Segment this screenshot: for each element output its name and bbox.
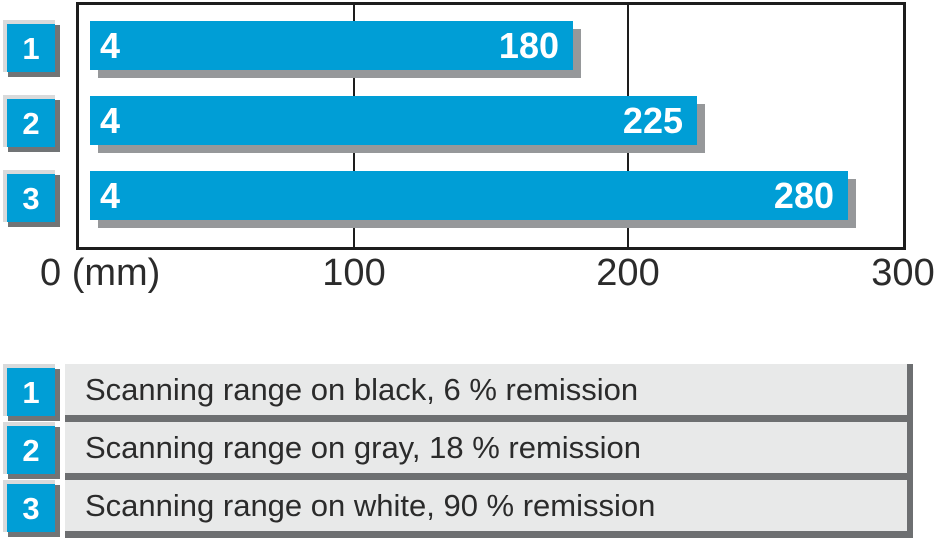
row-marker-3: 3 xyxy=(3,170,55,222)
row-marker-3-number: 3 xyxy=(22,180,40,216)
legend-marker-1-number: 1 xyxy=(22,374,40,410)
plot-area: 4 180 4 225 4 280 xyxy=(76,2,906,250)
bar-scanning-range-black: 4 180 xyxy=(90,21,573,70)
bar-start-label: 4 xyxy=(100,174,121,216)
x-axis-tick-200: 200 xyxy=(596,252,660,294)
bar-start-label: 4 xyxy=(100,24,121,66)
row-marker-2: 2 xyxy=(3,95,55,147)
x-axis-tick-100: 100 xyxy=(322,252,386,294)
legend: 1 Scanning range on black, 6 % remission… xyxy=(3,364,913,538)
legend-label-bar-3: Scanning range on white, 90 % remission xyxy=(65,480,913,538)
legend-label-bar-1: Scanning range on black, 6 % remission xyxy=(65,364,913,422)
bar-value-label: 225 xyxy=(622,99,683,141)
legend-row-3: 3 Scanning range on white, 90 % remissio… xyxy=(3,480,913,538)
legend-label-2: Scanning range on gray, 18 % remission xyxy=(85,429,642,465)
bar-scanning-range-white: 4 280 xyxy=(90,171,848,220)
legend-marker-3: 3 xyxy=(3,480,55,532)
legend-marker-1: 1 xyxy=(3,364,55,416)
row-marker-1: 1 xyxy=(3,20,55,72)
row-marker-1-number: 1 xyxy=(22,30,40,66)
legend-label-3: Scanning range on white, 90 % remission xyxy=(85,487,656,523)
legend-marker-3-number: 3 xyxy=(22,490,40,526)
legend-marker-2: 2 xyxy=(3,422,55,474)
row-marker-2-number: 2 xyxy=(22,105,40,141)
legend-label-bar-2: Scanning range on gray, 18 % remission xyxy=(65,422,913,480)
bar-value-label: 280 xyxy=(773,174,834,216)
bar-scanning-range-gray: 4 225 xyxy=(90,96,697,145)
legend-marker-2-number: 2 xyxy=(22,432,40,468)
bar-start-label: 4 xyxy=(100,99,121,141)
x-axis-origin-label: 0 (mm) xyxy=(40,252,161,294)
legend-row-2: 2 Scanning range on gray, 18 % remission xyxy=(3,422,913,480)
x-axis-tick-300: 300 xyxy=(871,252,935,294)
legend-label-1: Scanning range on black, 6 % remission xyxy=(85,371,639,407)
bar-value-label: 180 xyxy=(498,24,559,66)
x-axis: 0 (mm) 100 200 300 xyxy=(0,252,940,300)
legend-row-1: 1 Scanning range on black, 6 % remission xyxy=(3,364,913,422)
